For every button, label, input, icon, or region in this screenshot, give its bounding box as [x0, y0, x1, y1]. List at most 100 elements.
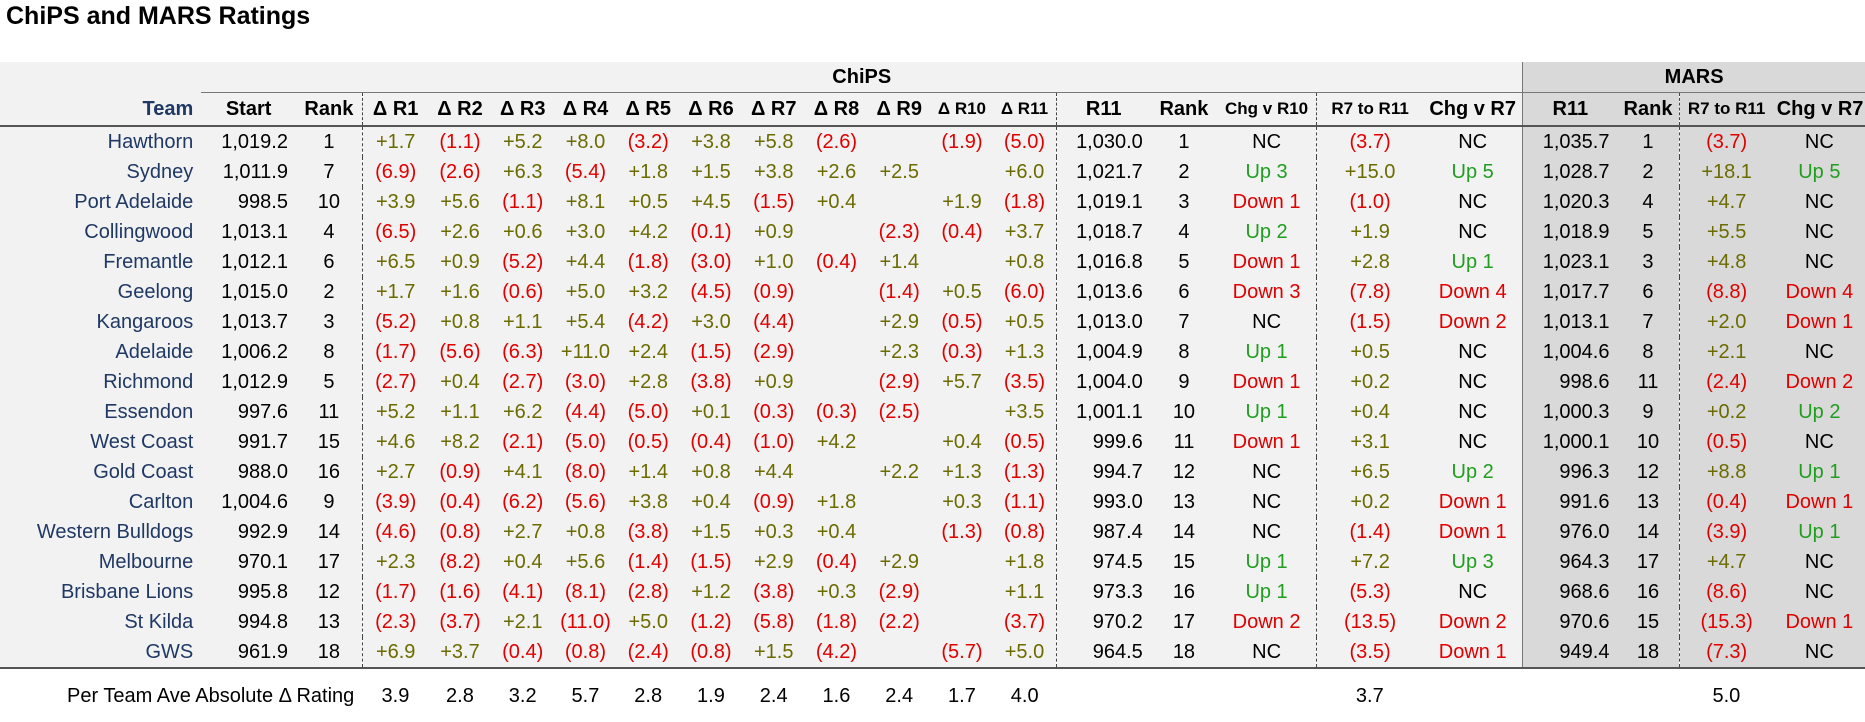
delta-value: +1.1	[993, 577, 1057, 607]
delta-value: +0.8	[993, 247, 1057, 277]
rank-change: NC	[1217, 457, 1317, 487]
column-header: R11	[1055, 92, 1151, 127]
column-header: R7 to R11	[1678, 92, 1774, 127]
rank-change: NC	[1423, 187, 1523, 217]
rating-value: 961.9	[201, 637, 296, 669]
rank-change: NC	[1773, 577, 1865, 607]
delta-value: (3.5)	[1316, 637, 1424, 669]
rank-change: NC	[1773, 247, 1865, 277]
rank-value: 3	[1150, 187, 1218, 217]
spacer-cell	[0, 668, 1865, 681]
rank-change: NC	[1217, 517, 1317, 547]
delta-value: +1.5	[679, 157, 743, 187]
rank-value: 18	[1150, 637, 1218, 669]
delta-value	[805, 337, 868, 367]
delta-value: (2.1)	[491, 427, 555, 457]
delta-value	[805, 457, 868, 487]
rank-change: Up 1	[1423, 247, 1523, 277]
column-header: Chg v R7	[1773, 92, 1865, 127]
rating-value: 1,023.1	[1522, 247, 1618, 277]
delta-value: +7.2	[1316, 547, 1424, 577]
delta-value: (6.2)	[491, 487, 555, 517]
rank-value: 3	[295, 307, 363, 337]
delta-value: +1.9	[1316, 217, 1424, 247]
delta-value: (0.1)	[679, 217, 743, 247]
rank-change: NC	[1217, 487, 1317, 517]
delta-value: (8.8)	[1678, 277, 1774, 307]
delta-value: +0.4	[491, 547, 555, 577]
delta-value: (8.0)	[554, 457, 617, 487]
delta-value: (2.2)	[867, 607, 931, 637]
delta-value: +5.8	[742, 126, 806, 157]
delta-value: (3.7)	[1678, 126, 1774, 157]
delta-value: (1.1)	[491, 187, 555, 217]
delta-value	[930, 547, 994, 577]
footer-value: 2.8	[634, 685, 663, 707]
delta-value: (2.8)	[616, 577, 680, 607]
delta-value: +0.2	[1316, 367, 1424, 397]
delta-value: (2.7)	[361, 367, 429, 397]
team-name: St Kilda	[0, 607, 202, 637]
delta-value: +3.7	[993, 217, 1057, 247]
delta-value: +2.7	[491, 517, 555, 547]
column-header: Δ R8	[805, 92, 868, 127]
delta-value: (7.8)	[1316, 277, 1424, 307]
column-header: Rank	[295, 92, 363, 127]
rank-value: 15	[295, 427, 363, 457]
rating-value: 1,030.0	[1055, 126, 1151, 157]
delta-value: +18.1	[1678, 157, 1774, 187]
rank-change: NC	[1423, 337, 1523, 367]
delta-value: +0.3	[805, 577, 868, 607]
rating-value: 1,015.0	[201, 277, 296, 307]
rank-change: Up 3	[1217, 157, 1317, 187]
rating-value: 998.5	[201, 187, 296, 217]
rank-change: NC	[1217, 126, 1317, 157]
delta-value: +1.0	[742, 247, 806, 277]
delta-value: +5.6	[554, 547, 617, 577]
delta-value: (0.8)	[428, 517, 492, 547]
rating-value: 1,013.6	[1055, 277, 1151, 307]
delta-value: (5.3)	[1316, 577, 1424, 607]
delta-value: +2.1	[491, 607, 555, 637]
rank-change: NC	[1423, 397, 1523, 427]
delta-value: +2.8	[1316, 247, 1424, 277]
delta-value: +5.0	[616, 607, 680, 637]
delta-value: +0.8	[679, 457, 743, 487]
rank-value: 11	[1617, 367, 1680, 397]
rank-value: 4	[1150, 217, 1218, 247]
delta-value: +8.2	[428, 427, 492, 457]
delta-value: +15.0	[1316, 157, 1424, 187]
delta-value: +2.3	[361, 547, 429, 577]
delta-value: +6.5	[361, 247, 429, 277]
delta-value: (4.4)	[554, 397, 617, 427]
rating-value: 992.9	[201, 517, 296, 547]
delta-value: +1.1	[428, 397, 492, 427]
rank-value: 14	[1150, 517, 1218, 547]
delta-value: (2.4)	[1678, 367, 1774, 397]
delta-value: (1.7)	[361, 577, 429, 607]
delta-value: (1.8)	[805, 607, 868, 637]
delta-value: (2.7)	[491, 367, 555, 397]
rank-change: NC	[1423, 577, 1523, 607]
rating-value: 997.6	[201, 397, 296, 427]
rank-value: 1	[295, 126, 363, 157]
rank-change: Down 1	[1217, 247, 1317, 277]
rank-value: 14	[1617, 517, 1680, 547]
delta-value: (1.8)	[616, 247, 680, 277]
rating-value: 991.6	[1522, 487, 1618, 517]
rank-change: Down 1	[1773, 307, 1865, 337]
delta-value: (1.1)	[428, 126, 492, 157]
delta-value: (0.5)	[1678, 427, 1774, 457]
delta-value: +0.2	[1316, 487, 1424, 517]
rank-value: 9	[1150, 367, 1218, 397]
footer-value: 1.9	[697, 685, 725, 707]
footer-value: 5.7	[571, 685, 600, 707]
footer-value: 1.7	[948, 685, 976, 707]
rating-value: 1,013.1	[1522, 307, 1618, 337]
rating-value: 994.8	[201, 607, 296, 637]
delta-value: (6.0)	[993, 277, 1057, 307]
delta-value: (1.7)	[361, 337, 429, 367]
delta-value	[867, 637, 931, 669]
rank-value: 1	[1617, 126, 1680, 157]
delta-value: (0.4)	[428, 487, 492, 517]
